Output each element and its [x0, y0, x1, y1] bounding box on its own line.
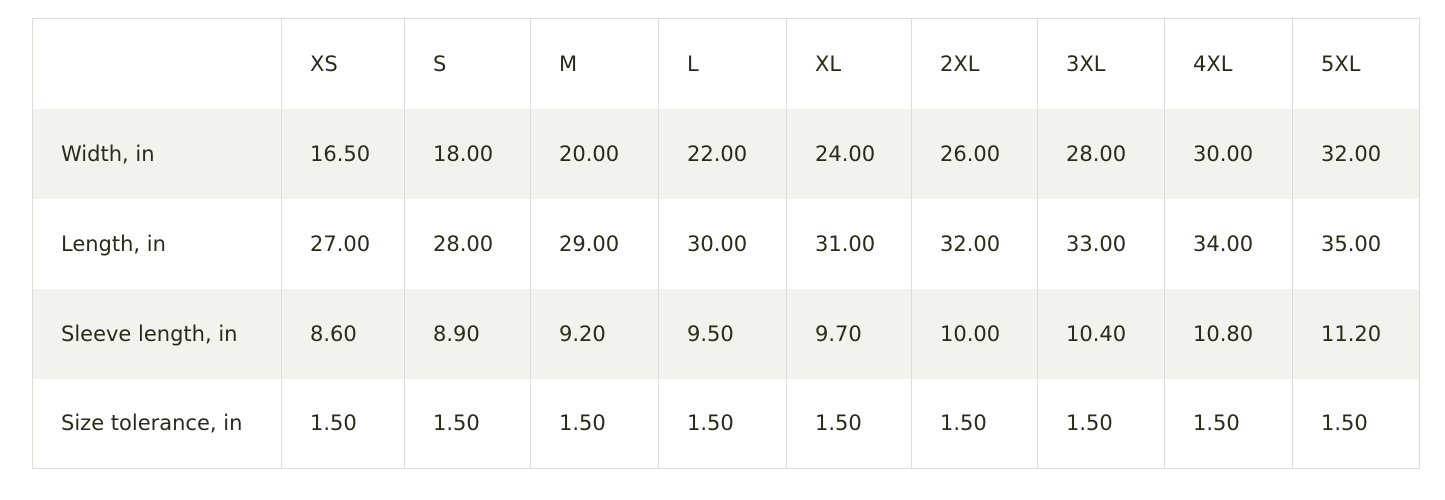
value-cell: 29.00 — [530, 198, 659, 289]
value-cell: 1.50 — [1164, 378, 1293, 469]
size-header: XL — [786, 18, 912, 109]
value-cell: 1.50 — [281, 378, 405, 469]
value-cell: 18.00 — [404, 108, 531, 199]
value-cell: 34.00 — [1164, 198, 1293, 289]
value-cell: 9.70 — [786, 288, 912, 379]
value-cell: 1.50 — [404, 378, 531, 469]
measure-row: Size tolerance, in 1.50 1.50 1.50 1.50 1.50 1.… — [32, 378, 1420, 469]
measure-row: Length, in 27.00 28.00 29.00 30.00 31.00 32.00… — [32, 198, 1420, 289]
value-cell: 22.00 — [658, 108, 787, 199]
value-cell: 9.50 — [658, 288, 787, 379]
size-header: XS — [281, 18, 405, 109]
value-cell: 30.00 — [658, 198, 787, 289]
value-cell: 10.00 — [911, 288, 1038, 379]
value-cell: 20.00 — [530, 108, 659, 199]
size-header: 4XL — [1164, 18, 1293, 109]
row-label: Length, in — [32, 198, 282, 289]
value-cell: 8.60 — [281, 288, 405, 379]
value-cell: 1.50 — [911, 378, 1038, 469]
value-cell: 32.00 — [911, 198, 1038, 289]
value-cell: 1.50 — [786, 378, 912, 469]
size-header: 2XL — [911, 18, 1038, 109]
value-cell: 31.00 — [786, 198, 912, 289]
size-header: M — [530, 18, 659, 109]
size-header: 5XL — [1292, 18, 1420, 109]
value-cell: 28.00 — [404, 198, 531, 289]
value-cell: 16.50 — [281, 108, 405, 199]
value-cell: 33.00 — [1037, 198, 1165, 289]
row-label: Width, in — [32, 108, 282, 199]
value-cell: 11.20 — [1292, 288, 1420, 379]
value-cell: 1.50 — [1037, 378, 1165, 469]
size-header: 3XL — [1037, 18, 1165, 109]
measure-row: Sleeve length, in 8.60 8.90 9.20 9.50 9.70 10.… — [32, 288, 1420, 379]
row-label: Sleeve length, in — [32, 288, 282, 379]
value-cell: 30.00 — [1164, 108, 1293, 199]
value-cell: 26.00 — [911, 108, 1038, 199]
value-cell: 24.00 — [786, 108, 912, 199]
value-cell: 1.50 — [658, 378, 787, 469]
corner-cell — [32, 18, 282, 109]
value-cell: 35.00 — [1292, 198, 1420, 289]
value-cell: 1.50 — [530, 378, 659, 469]
value-cell: 8.90 — [404, 288, 531, 379]
value-cell: 10.40 — [1037, 288, 1165, 379]
value-cell: 10.80 — [1164, 288, 1293, 379]
value-cell: 1.50 — [1292, 378, 1420, 469]
size-header: S — [404, 18, 531, 109]
value-cell: 27.00 — [281, 198, 405, 289]
value-cell: 32.00 — [1292, 108, 1420, 199]
size-header: L — [658, 18, 787, 109]
measure-row: Width, in 16.50 18.00 20.00 22.00 24.00 26.00 2… — [32, 108, 1420, 199]
table-body: XS S M L XL 2XL 3XL 4XL 5XL Width, in 16.50 18.00 20… — [32, 18, 1420, 469]
value-cell: 28.00 — [1037, 108, 1165, 199]
value-cell: 9.20 — [530, 288, 659, 379]
row-label: Size tolerance, in — [32, 378, 282, 469]
size-table: XS S M L XL 2XL 3XL 4XL 5XL Width, in 16.50 18.00 20… — [32, 18, 1420, 469]
header-row: XS S M L XL 2XL 3XL 4XL 5XL — [32, 18, 1420, 109]
